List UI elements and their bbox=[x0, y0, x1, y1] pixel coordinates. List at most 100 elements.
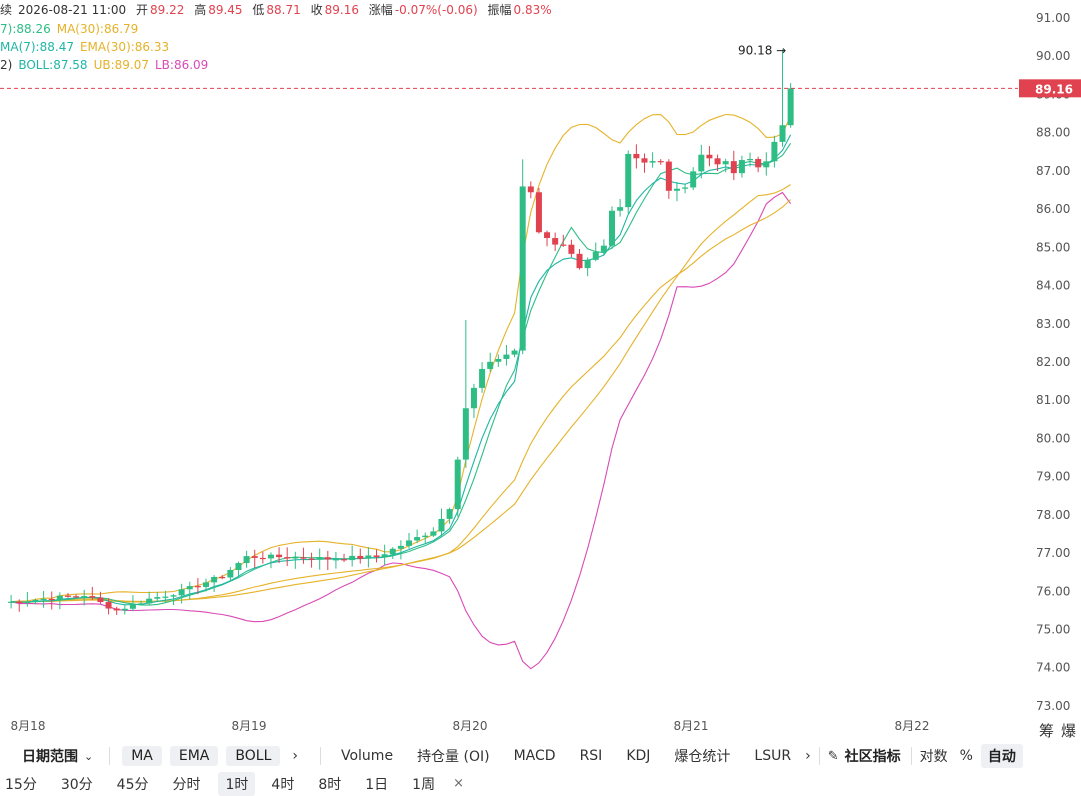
interval-1d[interactable]: 1日 bbox=[365, 776, 389, 793]
candle-body bbox=[170, 595, 177, 597]
candle-body bbox=[154, 597, 161, 599]
y-tick-label: 90.00 bbox=[1036, 49, 1070, 63]
x-tick-label: 8月19 bbox=[232, 719, 267, 733]
candle-body bbox=[544, 232, 551, 239]
candle-body bbox=[462, 408, 469, 460]
y-tick-label: 86.00 bbox=[1036, 202, 1070, 216]
y-tick-label: 75.00 bbox=[1036, 623, 1070, 637]
candle-body bbox=[194, 586, 201, 588]
close-icon[interactable]: × bbox=[453, 776, 464, 791]
candle-body bbox=[438, 518, 445, 532]
interval-45m[interactable]: 45分 bbox=[116, 776, 149, 793]
candle-body bbox=[487, 361, 494, 369]
candle-body bbox=[365, 555, 372, 559]
interval-4h[interactable]: 4时 bbox=[271, 776, 295, 793]
candle-body bbox=[121, 608, 128, 611]
candle-body bbox=[332, 559, 339, 561]
candle-body bbox=[259, 557, 266, 560]
ema-chip[interactable]: EMA bbox=[169, 746, 219, 766]
interval-timeline[interactable]: 分时 bbox=[172, 776, 201, 793]
amplitude-label: 振幅 bbox=[487, 3, 512, 17]
community-indicators-button[interactable]: 社区指标 bbox=[844, 749, 901, 765]
candle-body bbox=[357, 555, 364, 559]
candle-body bbox=[609, 210, 615, 246]
boll-chip[interactable]: BOLL bbox=[226, 746, 281, 766]
y-tick-label: 88.00 bbox=[1036, 126, 1070, 140]
auto-scale-toggle[interactable]: 自动 bbox=[980, 744, 1023, 768]
candle-body bbox=[633, 153, 640, 159]
datetime: 2026-08-21 11:00 bbox=[18, 3, 127, 17]
indicator-lsur[interactable]: LSUR bbox=[754, 748, 792, 764]
indicator-volume[interactable]: Volume bbox=[340, 748, 394, 764]
candle-body bbox=[673, 188, 680, 191]
y-tick-label: 85.00 bbox=[1036, 240, 1070, 254]
candle-body bbox=[178, 589, 185, 596]
candle-body bbox=[787, 88, 794, 126]
indicator-kdj[interactable]: KDJ bbox=[626, 748, 651, 764]
candle-body bbox=[219, 576, 226, 579]
candle-body bbox=[243, 556, 250, 564]
candle-body bbox=[267, 554, 274, 559]
candle-body bbox=[324, 557, 331, 560]
candle-body bbox=[714, 158, 721, 165]
candle-body bbox=[665, 161, 672, 191]
candle-body bbox=[584, 259, 591, 269]
date-range-button[interactable]: 日期范围 bbox=[22, 749, 78, 765]
ema7-line bbox=[11, 134, 792, 606]
y-tick-label: 81.00 bbox=[1036, 393, 1070, 407]
more-indicators-button[interactable]: › bbox=[805, 748, 811, 764]
boll-legend: 2) BOLL:87.58 UB:89.07 LB:86.09 bbox=[0, 57, 214, 73]
y-tick-label: 74.00 bbox=[1036, 661, 1070, 675]
candle-body bbox=[341, 559, 348, 561]
change-value: -0.07%(-0.06) bbox=[394, 3, 478, 17]
candle-body bbox=[706, 154, 713, 159]
liquidation-icon[interactable]: 爆 bbox=[1061, 722, 1077, 740]
boll-ub-value: UB:89.07 bbox=[93, 58, 149, 72]
candle-body bbox=[129, 603, 136, 609]
candle-body bbox=[235, 563, 242, 571]
percent-scale-toggle[interactable]: % bbox=[959, 748, 973, 764]
candle-body bbox=[422, 535, 429, 538]
candle-body bbox=[138, 603, 145, 605]
candle-body bbox=[381, 554, 388, 558]
candle-body bbox=[89, 596, 96, 598]
candle-body bbox=[8, 601, 15, 603]
low-value: 88.71 bbox=[266, 3, 301, 17]
indicator-oi[interactable]: 持仓量 (OI) bbox=[417, 749, 490, 765]
boll-value: BOLL:87.58 bbox=[18, 58, 88, 72]
interval-15m[interactable]: 15分 bbox=[5, 776, 37, 793]
indicator-macd[interactable]: MACD bbox=[513, 748, 556, 764]
chevron-down-icon[interactable]: ⌄ bbox=[84, 749, 94, 763]
interval-1w[interactable]: 1周 bbox=[412, 776, 436, 793]
price-chart[interactable]: 73.00 74.00 75.00 76.00 77.00 78.00 79.00 80.00… bbox=[0, 0, 1081, 741]
y-tick-label: 87.00 bbox=[1036, 164, 1070, 178]
divider bbox=[319, 747, 321, 765]
candle-body bbox=[495, 358, 502, 362]
log-scale-toggle[interactable]: 对数 bbox=[919, 749, 948, 765]
ma30-line bbox=[11, 184, 791, 603]
y-tick-label: 73.00 bbox=[1036, 699, 1070, 713]
boll-lower-line bbox=[10, 191, 792, 670]
candle-body bbox=[300, 557, 307, 559]
y-tick-label: 84.00 bbox=[1036, 279, 1070, 293]
candle-body bbox=[32, 599, 39, 602]
indicator-rsi[interactable]: RSI bbox=[579, 748, 603, 764]
candle-body bbox=[56, 595, 63, 601]
interval-toolbar: 15分 30分 45分 分时 1时 4时 8时 1日 1周 × bbox=[0, 771, 1081, 796]
more-overlays-button[interactable]: › bbox=[292, 748, 298, 764]
interval-1h[interactable]: 1时 bbox=[218, 771, 256, 796]
y-tick-label: 77.00 bbox=[1036, 546, 1070, 560]
divider bbox=[818, 747, 820, 765]
ema30-value: EMA(30):86.33 bbox=[79, 40, 170, 54]
candle-body bbox=[97, 597, 104, 603]
chip-distribution-icon[interactable]: 筹 bbox=[1039, 722, 1055, 740]
interval-30m[interactable]: 30分 bbox=[60, 776, 93, 793]
candle-body bbox=[771, 141, 778, 162]
indicator-liquidation[interactable]: 爆仓统计 bbox=[674, 749, 731, 765]
candle-body bbox=[730, 161, 737, 174]
edit-icon[interactable]: ✎ bbox=[827, 748, 839, 764]
divider bbox=[109, 747, 111, 765]
candle-body bbox=[146, 598, 153, 604]
interval-8h[interactable]: 8时 bbox=[318, 776, 342, 793]
ma-chip[interactable]: MA bbox=[122, 746, 162, 766]
